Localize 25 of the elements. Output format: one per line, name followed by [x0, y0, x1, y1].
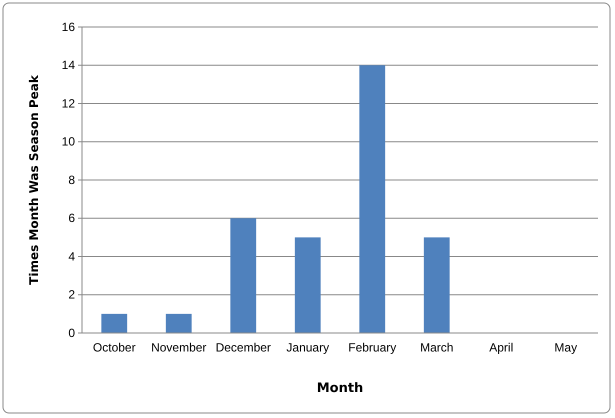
y-tick-label: 12 — [62, 96, 76, 110]
bar — [101, 314, 128, 333]
bar — [230, 218, 256, 333]
bar — [294, 237, 321, 333]
x-tick-label: February — [348, 340, 396, 355]
x-tick-label: January — [286, 340, 330, 355]
y-tick-label: 0 — [68, 326, 76, 340]
x-tick-label: November — [151, 340, 206, 355]
y-tick-label: 2 — [68, 288, 76, 302]
y-tick-label: 8 — [68, 172, 76, 187]
x-tick-label: March — [420, 340, 454, 355]
y-tick-label: 16 — [62, 20, 76, 34]
y-axis-title: Times Month Was Season Peak — [27, 74, 41, 285]
y-tick-label: 14 — [62, 58, 76, 72]
x-tick-label: May — [554, 340, 578, 355]
x-tick-label: December — [216, 340, 271, 355]
bar — [359, 65, 386, 333]
bar — [424, 237, 450, 333]
y-tick-label: 6 — [68, 211, 76, 226]
x-tick-label: April — [489, 340, 514, 355]
x-tick-label: October — [92, 340, 136, 355]
x-axis-title: Month — [316, 381, 364, 396]
bar — [166, 314, 192, 333]
y-tick-label: 4 — [68, 249, 76, 264]
y-tick-label: 10 — [62, 134, 76, 149]
